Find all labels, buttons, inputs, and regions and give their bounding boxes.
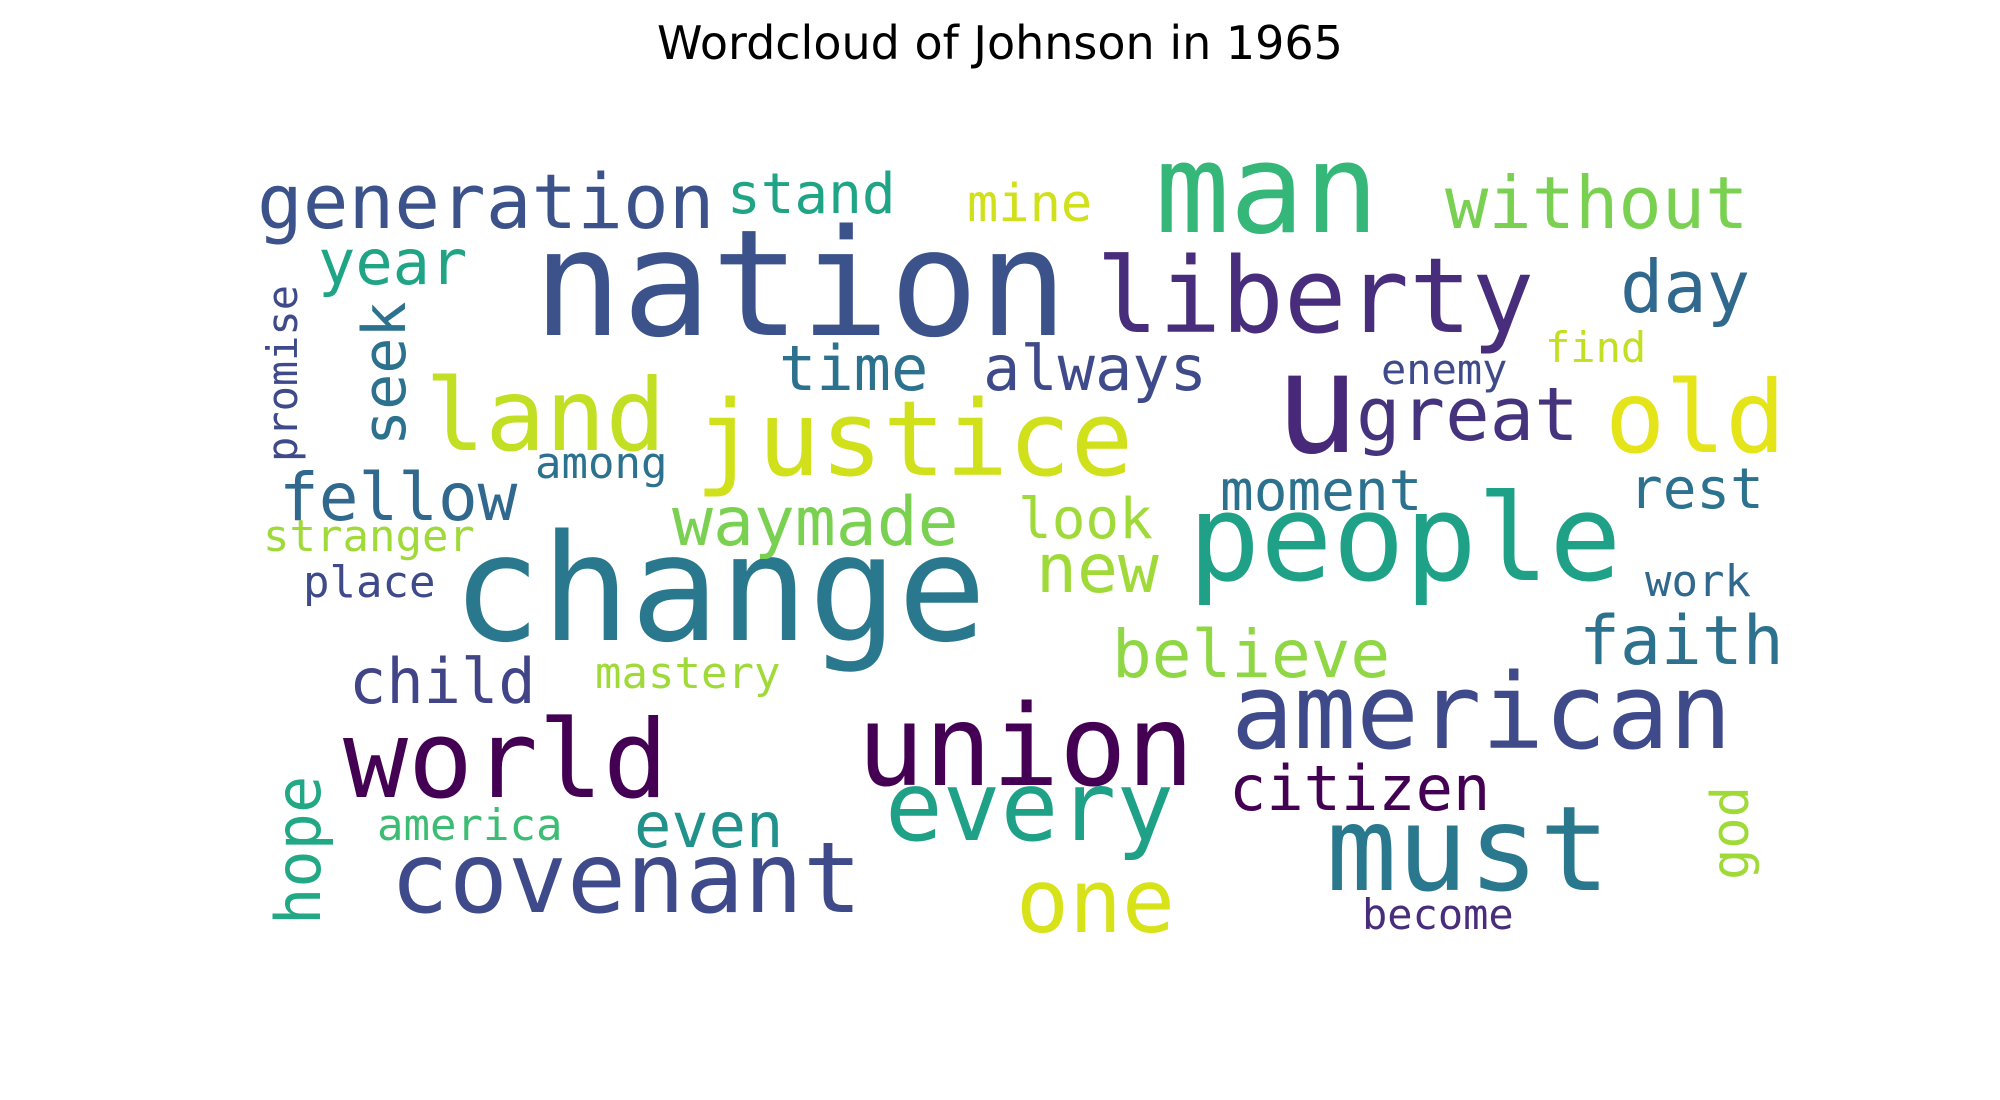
word-place: place (303, 557, 435, 608)
word-even: even (634, 789, 783, 862)
word-day: day (1620, 245, 1750, 329)
word-waymade: waymade (672, 483, 959, 562)
word-work: work (1645, 556, 1751, 607)
word-promise: promise (258, 285, 307, 462)
word-change: change (452, 503, 987, 675)
word-without: without (1445, 161, 1748, 245)
word-become: become (1362, 890, 1514, 939)
chart-title: Wordcloud of Johnson in 1965 (657, 16, 1343, 70)
word-look: look (1018, 487, 1153, 552)
word-must: must (1326, 780, 1610, 918)
word-generation: generation (257, 157, 715, 246)
word-child: child (349, 645, 536, 718)
word-justice: justice (695, 378, 1133, 500)
word-every: every (885, 751, 1174, 863)
word-nation: nation (533, 198, 1068, 370)
word-great: great (1356, 372, 1579, 458)
word-among: among (535, 438, 667, 489)
word-faith: faith (1579, 602, 1784, 681)
word-mine: mine (967, 174, 1092, 234)
word-rest: rest (1629, 457, 1764, 522)
word-land: land (425, 357, 666, 474)
word-america: america (377, 800, 562, 851)
word-stranger: stranger (263, 511, 475, 562)
word-fellow: fellow (279, 459, 518, 536)
word-new: new (1036, 530, 1159, 609)
word-liberty: liberty (1096, 235, 1534, 357)
word-union: union (857, 682, 1194, 812)
word-time: time (779, 332, 928, 405)
word-u: u (1275, 323, 1359, 486)
word-world: world (343, 698, 668, 823)
word-people: people (1188, 470, 1621, 609)
word-hope: hope (262, 776, 335, 925)
word-moment: moment (1220, 459, 1422, 524)
word-old: old (1605, 359, 1786, 476)
word-find: find (1545, 323, 1646, 372)
word-citizen: citizen (1229, 752, 1490, 825)
word-believe: believe (1112, 616, 1390, 693)
word-american: american (1231, 651, 1732, 773)
word-mastery: mastery (595, 648, 780, 699)
word-enemy: enemy (1381, 345, 1507, 394)
word-man: man (1155, 118, 1379, 262)
word-year: year (318, 226, 467, 299)
word-one: one (1016, 850, 1175, 953)
word-stand: stand (727, 162, 896, 227)
word-always: always (983, 332, 1207, 405)
word-covenant: covenant (390, 822, 862, 936)
word-god: god (1701, 786, 1761, 880)
word-seek: seek (350, 302, 420, 447)
